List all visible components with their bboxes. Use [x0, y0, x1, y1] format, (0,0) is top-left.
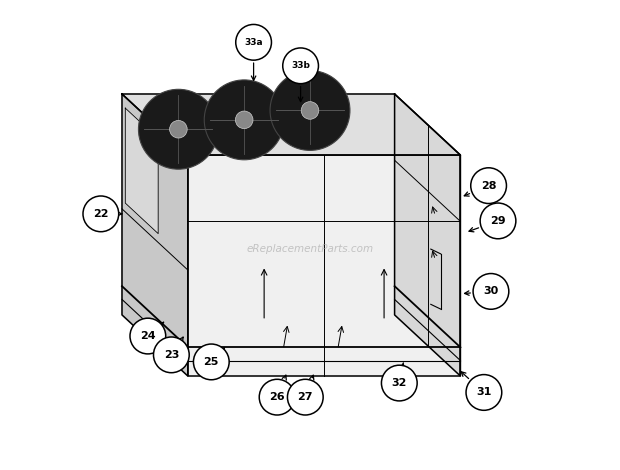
Circle shape: [204, 80, 284, 160]
Circle shape: [480, 203, 516, 239]
Circle shape: [473, 274, 509, 309]
Circle shape: [288, 379, 323, 415]
Polygon shape: [122, 94, 188, 376]
Circle shape: [301, 102, 319, 119]
Circle shape: [170, 120, 187, 138]
Text: 28: 28: [481, 180, 497, 191]
Circle shape: [130, 318, 166, 354]
Circle shape: [283, 48, 319, 84]
Polygon shape: [125, 108, 158, 234]
Text: eReplacementParts.com: eReplacementParts.com: [246, 244, 374, 254]
Text: 31: 31: [476, 387, 492, 398]
Circle shape: [466, 375, 502, 410]
Circle shape: [381, 365, 417, 401]
Polygon shape: [122, 94, 461, 155]
Polygon shape: [188, 155, 461, 376]
Text: 32: 32: [392, 378, 407, 388]
Text: 33b: 33b: [291, 61, 310, 70]
Text: 22: 22: [93, 209, 108, 219]
Polygon shape: [394, 94, 461, 376]
Text: 23: 23: [164, 350, 179, 360]
Text: 24: 24: [140, 331, 156, 341]
Text: 27: 27: [298, 392, 313, 402]
Circle shape: [193, 344, 229, 380]
Circle shape: [236, 111, 253, 129]
Circle shape: [236, 24, 272, 60]
Text: 30: 30: [484, 286, 498, 297]
Text: 25: 25: [203, 357, 219, 367]
Circle shape: [259, 379, 295, 415]
Text: 26: 26: [269, 392, 285, 402]
Circle shape: [83, 196, 118, 232]
Circle shape: [471, 168, 507, 204]
Circle shape: [138, 89, 218, 169]
Circle shape: [154, 337, 189, 373]
Text: 33a: 33a: [244, 38, 263, 47]
Circle shape: [270, 70, 350, 150]
Text: 29: 29: [490, 216, 506, 226]
